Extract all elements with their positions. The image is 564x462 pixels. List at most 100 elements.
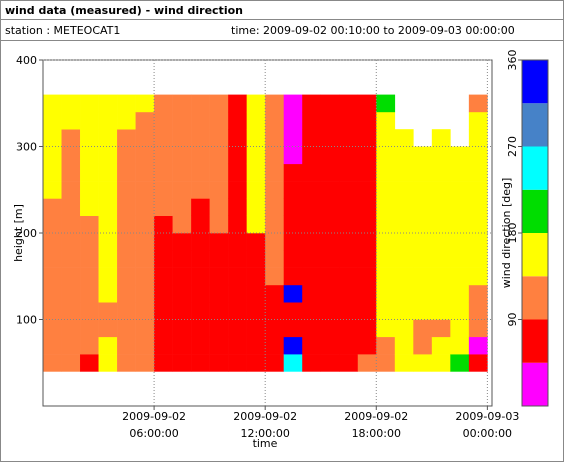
colorbar-tick-label: 180 [506, 223, 519, 244]
cell [339, 129, 359, 147]
x-tick-label: 2009-09-02 06:00:00 [122, 410, 187, 440]
cell [61, 302, 81, 320]
cell [80, 336, 99, 355]
cell [228, 319, 247, 338]
cell [117, 267, 136, 286]
cell [191, 250, 210, 268]
cell [117, 163, 136, 182]
cell [228, 163, 247, 182]
cell [468, 336, 488, 355]
cell [413, 267, 433, 286]
cell [413, 215, 433, 234]
cell [135, 215, 155, 234]
cell [43, 181, 62, 199]
cell [283, 94, 303, 113]
cell [209, 163, 229, 182]
cell [431, 354, 451, 372]
cell [394, 146, 414, 165]
cell [431, 163, 451, 182]
cell [228, 284, 247, 303]
cell [61, 94, 81, 113]
cell [413, 198, 433, 216]
cell [339, 215, 359, 234]
cell [413, 181, 433, 199]
cell [431, 250, 451, 268]
cell [357, 215, 377, 234]
cell [209, 354, 229, 372]
colorbar-segment [522, 276, 548, 320]
cell [468, 250, 488, 268]
cell [302, 111, 322, 130]
cell [98, 146, 118, 165]
cell [339, 267, 359, 286]
cell [394, 181, 414, 199]
cell [135, 302, 155, 320]
cell [394, 233, 414, 251]
cell [339, 336, 359, 355]
cell [283, 111, 303, 130]
cell [357, 163, 377, 182]
cell [172, 233, 192, 251]
cell [154, 163, 173, 182]
cell [80, 129, 99, 147]
cell [209, 284, 229, 303]
cell [117, 233, 136, 251]
cell [376, 267, 396, 286]
cell [191, 215, 210, 234]
cell [431, 215, 451, 234]
cell [43, 215, 62, 234]
colorbar-tick-label: 90 [506, 313, 519, 327]
cell [154, 94, 173, 113]
cell [339, 146, 359, 165]
cell [43, 198, 62, 216]
cell [302, 215, 322, 234]
cell [98, 129, 118, 147]
cell [265, 354, 285, 372]
cell [98, 284, 118, 303]
cell [98, 336, 118, 355]
cell [172, 302, 192, 320]
cell [61, 250, 81, 268]
cell [413, 284, 433, 303]
cell [154, 302, 173, 320]
cell [283, 302, 303, 320]
cell [228, 250, 247, 268]
cell [413, 336, 433, 355]
cell [154, 233, 173, 251]
cell [339, 198, 359, 216]
cell [394, 129, 414, 147]
cell [228, 267, 247, 286]
cell [413, 354, 433, 372]
cell [209, 198, 229, 216]
cell [61, 267, 81, 286]
cell [376, 284, 396, 303]
cell [468, 267, 488, 286]
cell [302, 146, 322, 165]
cell [394, 163, 414, 182]
cell [265, 94, 285, 113]
cell [283, 198, 303, 216]
cell [209, 233, 229, 251]
cell [228, 111, 247, 130]
cell [172, 284, 192, 303]
cell [265, 233, 285, 251]
cell [302, 129, 322, 147]
cell [80, 198, 99, 216]
cell [468, 284, 488, 303]
cell [80, 267, 99, 286]
cell [135, 319, 155, 338]
cell [339, 163, 359, 182]
cell [450, 336, 470, 355]
x-tick-label: 2009-09-03 00:00:00 [455, 410, 520, 440]
cell [43, 111, 62, 130]
colorbar-segment [522, 319, 548, 363]
cell [468, 163, 488, 182]
cell [246, 250, 266, 268]
cell [191, 233, 210, 251]
cell [209, 94, 229, 113]
cell [320, 94, 340, 113]
cell [191, 181, 210, 199]
cell [376, 336, 396, 355]
cell [98, 163, 118, 182]
